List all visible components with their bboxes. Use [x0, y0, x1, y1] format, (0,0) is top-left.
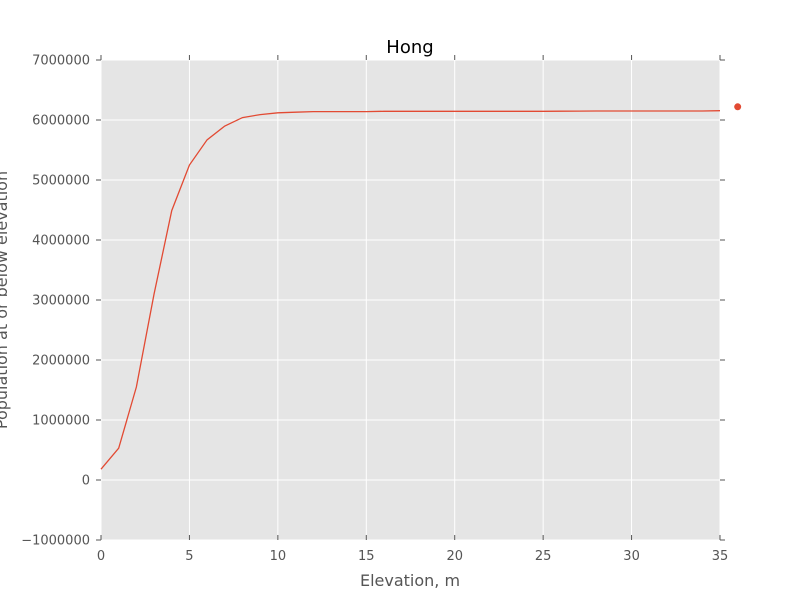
y-axis-label: Population at or below elevation: [0, 171, 11, 429]
x-tick-label: 30: [623, 549, 640, 564]
x-tick-label: 35: [712, 549, 729, 564]
series-line: [100, 110, 721, 470]
y-tick-label: 7000000: [32, 54, 90, 69]
y-tick-label: 5000000: [32, 174, 90, 189]
series-layer: [100, 103, 742, 470]
x-tick-label: 10: [270, 549, 287, 564]
grid: [100, 59, 721, 541]
x-tick-label: 20: [446, 549, 463, 564]
chart-title: Hong: [386, 37, 433, 58]
y-tick-label: 4000000: [32, 234, 90, 249]
y-tick-label: 1000000: [32, 414, 90, 429]
x-tick-label: 15: [358, 549, 375, 564]
x-tick-label: 25: [535, 549, 552, 564]
x-axis-label: Elevation, m: [360, 571, 460, 590]
x-tick-label: 0: [97, 549, 105, 564]
y-tick-label: 2000000: [32, 354, 90, 369]
ticks: 0 5 10 15 20 25 30 35 −1000000 0 1000000 2000000 300…: [21, 54, 728, 565]
y-tick-label: 0: [82, 474, 90, 489]
data-point-marker: [734, 103, 742, 111]
y-tick-label: −1000000: [21, 534, 90, 549]
x-tick-label: 5: [185, 549, 193, 564]
y-tick-label: 6000000: [32, 114, 90, 129]
y-tick-label: 3000000: [32, 294, 90, 309]
